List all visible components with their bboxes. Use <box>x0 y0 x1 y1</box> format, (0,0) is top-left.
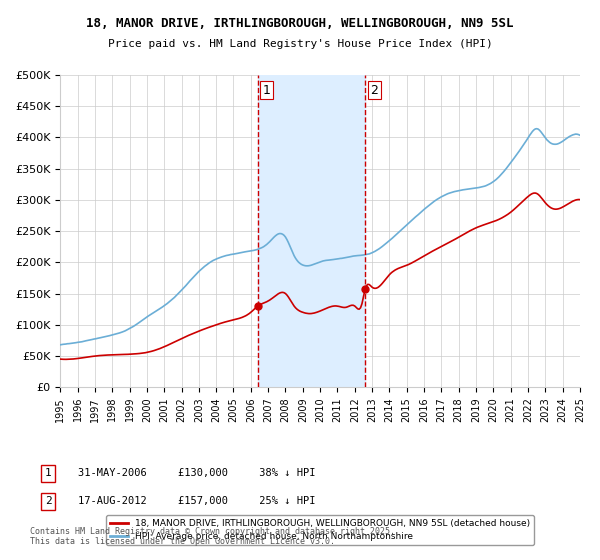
Text: 2: 2 <box>370 84 378 97</box>
Text: 1: 1 <box>44 468 52 478</box>
Text: 2: 2 <box>44 496 52 506</box>
Text: 1: 1 <box>263 84 271 97</box>
Legend: 18, MANOR DRIVE, IRTHLINGBOROUGH, WELLINGBOROUGH, NN9 5SL (detached house), HPI:: 18, MANOR DRIVE, IRTHLINGBOROUGH, WELLIN… <box>106 515 534 545</box>
Text: 17-AUG-2012     £157,000     25% ↓ HPI: 17-AUG-2012 £157,000 25% ↓ HPI <box>78 496 316 506</box>
Text: 18, MANOR DRIVE, IRTHLINGBOROUGH, WELLINGBOROUGH, NN9 5SL: 18, MANOR DRIVE, IRTHLINGBOROUGH, WELLIN… <box>86 17 514 30</box>
Bar <box>258 75 365 387</box>
Text: 31-MAY-2006     £130,000     38% ↓ HPI: 31-MAY-2006 £130,000 38% ↓ HPI <box>78 468 316 478</box>
Text: Contains HM Land Registry data © Crown copyright and database right 2025.
This d: Contains HM Land Registry data © Crown c… <box>30 526 395 546</box>
Text: Price paid vs. HM Land Registry's House Price Index (HPI): Price paid vs. HM Land Registry's House … <box>107 39 493 49</box>
